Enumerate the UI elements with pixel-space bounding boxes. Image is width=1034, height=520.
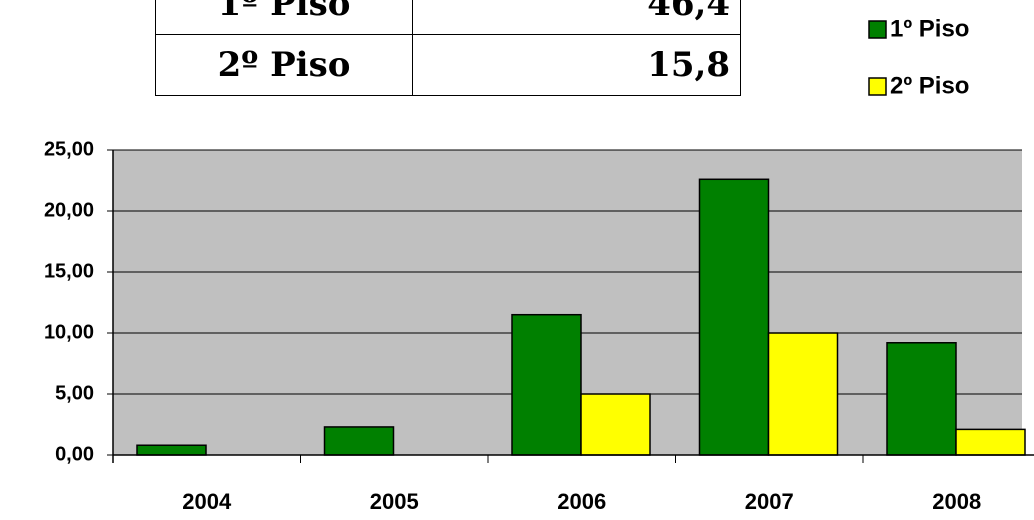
bar: [511, 313, 582, 456]
bar: [698, 178, 770, 456]
y-tick-label: 5,00: [55, 382, 94, 404]
x-tick-label: 2005: [370, 489, 419, 514]
bar: [767, 332, 839, 456]
legend-label: 2º Piso: [890, 72, 969, 99]
y-tick-label: 10,00: [44, 321, 94, 343]
legend-swatch: [868, 77, 887, 96]
bar: [886, 342, 957, 456]
y-tick-label: 25,00: [44, 138, 94, 160]
y-tick-label: 0,00: [55, 443, 94, 465]
cell: 15,8: [412, 34, 741, 96]
table-row: 1º Piso 46,4: [155, 0, 741, 35]
summary-table: 1º Piso 46,4 2º Piso 15,8: [155, 0, 741, 96]
bar: [323, 426, 395, 456]
cell: 1º Piso: [155, 0, 413, 35]
y-tick-label: 15,00: [44, 260, 94, 282]
x-tick-label: 2006: [557, 489, 606, 514]
legend-swatch: [868, 20, 887, 39]
bar: [136, 444, 207, 456]
table-row: 2º Piso 15,8: [155, 34, 741, 96]
legend-label: 1º Piso: [890, 15, 969, 42]
x-tick-label: 2004: [182, 489, 232, 514]
cell: 2º Piso: [155, 34, 413, 96]
bar: [580, 393, 651, 456]
cell: 46,4: [412, 0, 741, 35]
bar: [955, 428, 1026, 456]
y-tick-label: 20,00: [44, 199, 94, 221]
x-tick-label: 2007: [745, 489, 794, 514]
x-tick-label: 2008: [932, 489, 981, 514]
